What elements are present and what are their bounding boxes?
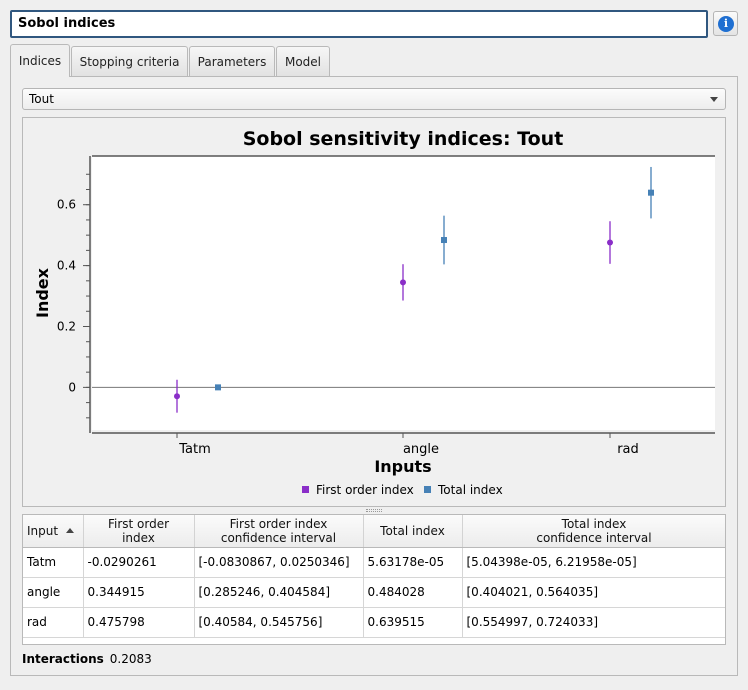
chart-area: Sobol sensitivity indices: Tout 0 0.2 0.4 0.… [22, 117, 726, 507]
sobol-chart: Sobol sensitivity indices: Tout 0 0.2 0.4 0.… [33, 128, 715, 497]
interactions-value: 0.2083 [109, 652, 152, 666]
column-header-total-ci[interactable]: Total index confidence interval [462, 515, 725, 548]
output-selector[interactable]: Tout [22, 88, 726, 110]
info-icon: i [718, 16, 734, 32]
column-header-first-order-ci[interactable]: First order index confidence interval [194, 515, 364, 548]
cell-total-index: 5.63178e-05 [363, 547, 463, 578]
tab-indices[interactable]: Indices [10, 44, 70, 77]
cell-first-order-ci: [0.285246, 0.404584] [194, 577, 364, 608]
first-order-point [400, 279, 406, 286]
cell-input: rad [23, 607, 84, 638]
y-tick-label: 0.4 [57, 259, 76, 273]
interactions-label: Interactions [22, 652, 104, 666]
cell-total-ci: [5.04398e-05, 6.21958e-05] [462, 547, 725, 578]
y-tick-label: 0 [68, 380, 76, 394]
cell-input: Tatm [23, 547, 84, 578]
total-index-point [215, 384, 221, 391]
column-header-input[interactable]: Input [23, 515, 84, 548]
legend-label-total: Total index [437, 483, 503, 497]
x-tick-label: angle [403, 442, 439, 457]
tab-model[interactable]: Model [276, 46, 330, 76]
column-header-first-order[interactable]: First order index [83, 515, 195, 548]
cell-first-order-ci: [0.40584, 0.545756] [194, 607, 364, 638]
cell-first-order: -0.0290261 [83, 547, 195, 578]
sort-ascending-icon [66, 527, 75, 533]
x-axis-title: Inputs [374, 457, 431, 476]
cell-input: angle [23, 577, 84, 608]
table-row[interactable]: rad 0.475798 [0.40584, 0.545756] 0.63951… [23, 607, 725, 638]
y-tick-label: 0.6 [57, 198, 76, 212]
first-order-point [607, 239, 613, 246]
interactions-readout: Interactions 0.2083 [22, 651, 152, 667]
info-button[interactable]: i [713, 11, 738, 36]
chart-title: Sobol sensitivity indices: Tout [243, 128, 564, 150]
x-tick-label: rad [617, 442, 639, 457]
cell-first-order: 0.344915 [83, 577, 195, 608]
y-axis-title: Index [33, 267, 52, 318]
total-index-point [648, 189, 654, 196]
output-selector-value: Tout [29, 92, 54, 106]
table-row[interactable]: angle 0.344915 [0.285246, 0.404584] 0.48… [23, 577, 725, 608]
indices-table: Input First order index First order index… [22, 514, 726, 645]
table-header-row: Input First order index First order index… [23, 515, 725, 548]
y-tick-label: 0.2 [57, 319, 76, 333]
cell-total-index: 0.639515 [363, 607, 463, 638]
cell-total-ci: [0.554997, 0.724033] [462, 607, 725, 638]
legend-swatch-first-order [302, 486, 309, 493]
cell-first-order-ci: [-0.0830867, 0.0250346] [194, 547, 364, 578]
tab-parameters[interactable]: Parameters [189, 46, 275, 76]
cell-total-ci: [0.404021, 0.564035] [462, 577, 725, 608]
tab-stopping-criteria[interactable]: Stopping criteria [71, 46, 188, 76]
cell-first-order: 0.475798 [83, 607, 195, 638]
chevron-down-icon [710, 97, 718, 102]
column-header-total-index[interactable]: Total index [363, 515, 463, 548]
total-index-point [441, 237, 447, 244]
legend-swatch-total [424, 486, 431, 493]
cell-total-index: 0.484028 [363, 577, 463, 608]
first-order-point [174, 393, 180, 400]
title-field[interactable]: Sobol indices [10, 10, 708, 38]
x-tick-label: Tatm [178, 442, 211, 457]
legend-label-first-order: First order index [316, 483, 414, 497]
table-row[interactable]: Tatm -0.0290261 [-0.0830867, 0.0250346] … [23, 547, 725, 578]
splitter-handle[interactable] [366, 509, 382, 512]
